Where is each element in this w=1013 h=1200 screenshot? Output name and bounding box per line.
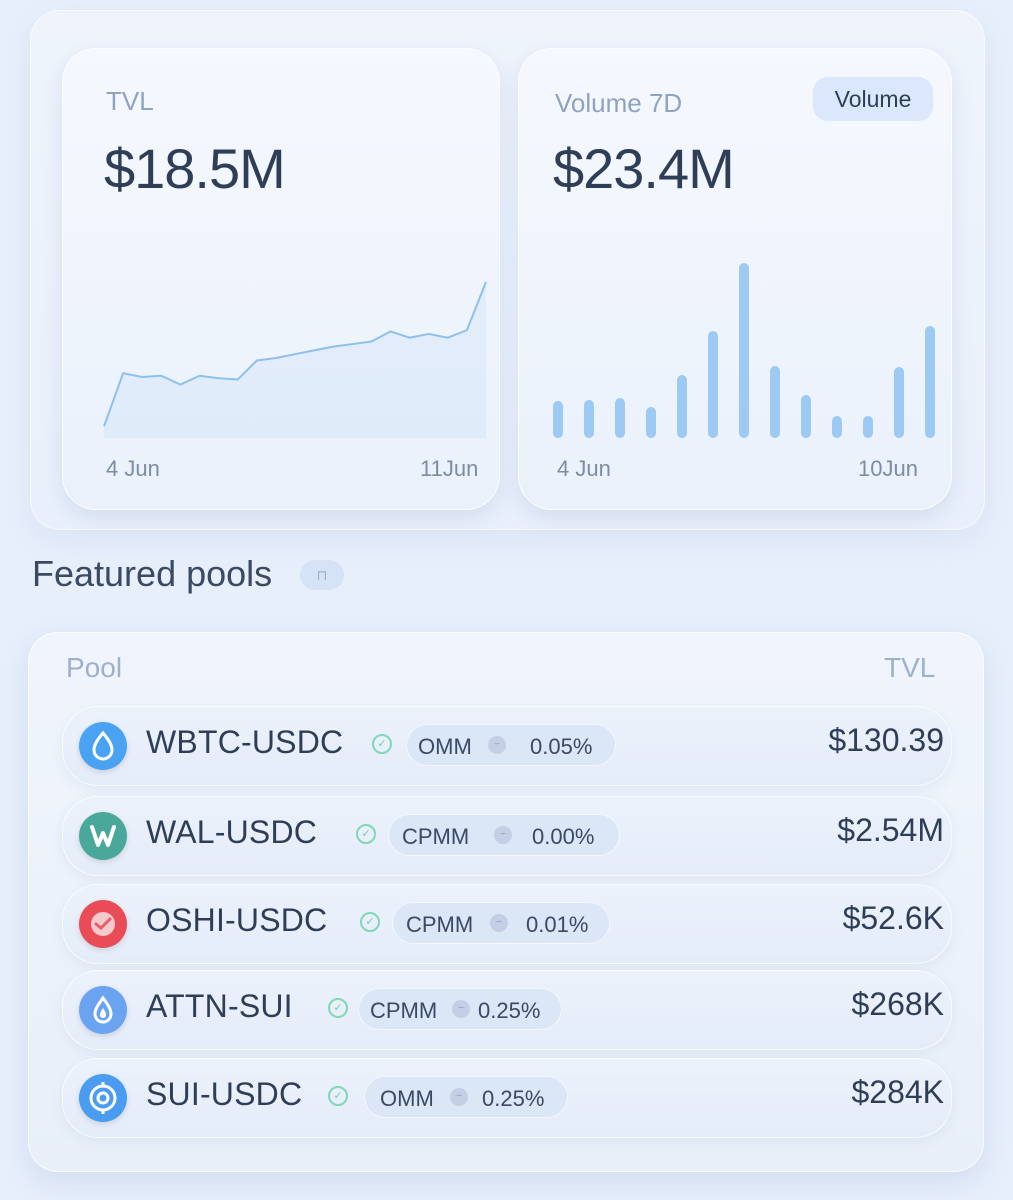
pool-tvl: $130.39 bbox=[828, 722, 944, 758]
verified-icon: ✓ bbox=[328, 998, 348, 1018]
column-header-tvl[interactable]: TVL bbox=[884, 652, 936, 683]
sui-drop-icon bbox=[79, 722, 127, 770]
pool-row-wbtc-usdc[interactable]: WBTC-USDC ✓ OMM − 0.05% $130.39 bbox=[62, 706, 952, 786]
volume-bar bbox=[894, 367, 904, 438]
featured-chip[interactable]: ⊓ bbox=[300, 560, 344, 590]
volume-value: $23.4M bbox=[553, 137, 735, 200]
fee-icon: − bbox=[452, 1000, 470, 1018]
pool-row-attn-sui[interactable]: ATTN-SUI ✓ CPMM − 0.25% $268K bbox=[62, 970, 952, 1050]
pool-row-oshi-usdc[interactable]: OSHI-USDC ✓ CPMM − 0.01% $52.6K bbox=[62, 884, 952, 964]
pool-type: OMM bbox=[380, 1086, 434, 1111]
verified-icon: ✓ bbox=[360, 912, 380, 932]
pool-name: WBTC-USDC bbox=[146, 724, 344, 760]
volume-bar bbox=[553, 401, 563, 438]
volume-axis-end: 10Jun bbox=[858, 456, 918, 481]
volume-bar bbox=[615, 398, 625, 438]
pool-fee: 0.01% bbox=[526, 912, 589, 937]
attn-drop-icon bbox=[79, 986, 127, 1034]
pool-type-pill: CPMM − 0.25% bbox=[358, 988, 562, 1030]
pool-type: CPMM bbox=[406, 912, 474, 937]
pool-tvl: $268K bbox=[851, 986, 944, 1022]
volume-bar bbox=[832, 416, 842, 438]
tvl-axis-end: 11Jun bbox=[420, 456, 479, 481]
pool-tvl: $52.6K bbox=[842, 900, 944, 936]
volume-bar bbox=[584, 400, 594, 438]
volume-chart bbox=[553, 263, 935, 438]
tvl-axis-start: 4 Jun bbox=[106, 456, 160, 481]
featured-pools-title: Featured pools bbox=[32, 553, 273, 594]
fee-icon: − bbox=[450, 1088, 468, 1106]
pool-type-pill: OMM − 0.25% bbox=[364, 1076, 568, 1118]
column-header-pool: Pool bbox=[66, 652, 123, 683]
pool-type-pill: OMM − 0.05% bbox=[406, 724, 616, 766]
volume-bar bbox=[801, 395, 811, 438]
volume-bar bbox=[863, 416, 873, 438]
pool-type: OMM bbox=[418, 734, 472, 759]
fee-icon: − bbox=[490, 914, 508, 932]
pool-name: SUI-USDC bbox=[146, 1076, 303, 1112]
pool-fee: 0.25% bbox=[482, 1086, 545, 1111]
volume-bar bbox=[770, 366, 780, 438]
oshi-icon bbox=[79, 900, 127, 948]
tvl-chart bbox=[103, 281, 487, 438]
pool-row-sui-usdc[interactable]: SUI-USDC ✓ OMM − 0.25% $284K bbox=[62, 1058, 952, 1138]
pool-row-wal-usdc[interactable]: WAL-USDC ✓ CPMM − 0.00% $2.54M bbox=[62, 796, 952, 876]
volume-axis-start: 4 Jun bbox=[557, 456, 611, 481]
pool-name: ATTN-SUI bbox=[146, 988, 293, 1024]
volume-toggle-button[interactable]: Volume bbox=[812, 76, 934, 122]
verified-icon: ✓ bbox=[372, 734, 392, 754]
tvl-card bbox=[62, 48, 500, 510]
pool-fee: 0.00% bbox=[532, 824, 595, 849]
pool-tvl: $2.54M bbox=[837, 812, 944, 848]
volume-bar bbox=[739, 263, 749, 438]
tvl-line bbox=[103, 281, 487, 427]
tvl-area bbox=[104, 282, 486, 438]
pool-type-pill: CPMM − 0.01% bbox=[392, 902, 610, 944]
volume-bar bbox=[646, 407, 656, 438]
pool-fee: 0.05% bbox=[530, 734, 593, 759]
volume-bar bbox=[677, 375, 687, 438]
pool-type: CPMM bbox=[370, 998, 438, 1023]
fee-icon: − bbox=[494, 826, 512, 844]
verified-icon: ✓ bbox=[356, 824, 376, 844]
volume-bar bbox=[925, 326, 935, 438]
tvl-value: $18.5M bbox=[104, 137, 286, 200]
verified-icon: ✓ bbox=[328, 1086, 348, 1106]
pool-name: WAL-USDC bbox=[146, 814, 318, 850]
pool-type-pill: CPMM − 0.00% bbox=[388, 814, 620, 856]
pool-type: CPMM bbox=[402, 824, 470, 849]
pool-fee: 0.25% bbox=[478, 998, 541, 1023]
sui-target-icon bbox=[79, 1074, 127, 1122]
volume-bar bbox=[708, 331, 718, 438]
volume-label: Volume 7D bbox=[555, 88, 683, 118]
fee-icon: − bbox=[488, 736, 506, 754]
tvl-label: TVL bbox=[106, 86, 154, 116]
walrus-w-icon bbox=[79, 812, 127, 860]
pool-name: OSHI-USDC bbox=[146, 902, 328, 938]
pool-tvl: $284K bbox=[851, 1074, 944, 1110]
